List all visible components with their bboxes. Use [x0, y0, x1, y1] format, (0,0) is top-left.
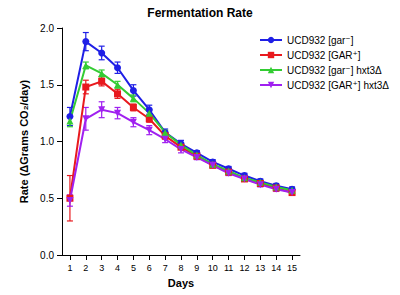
svg-text:Days: Days [168, 277, 194, 289]
svg-text:4: 4 [115, 263, 120, 273]
svg-text:0.5: 0.5 [40, 193, 54, 204]
svg-text:13: 13 [255, 263, 265, 273]
svg-text:12: 12 [239, 263, 249, 273]
svg-text:1.0: 1.0 [40, 136, 54, 147]
svg-text:15: 15 [287, 263, 297, 273]
svg-text:11: 11 [224, 263, 233, 273]
svg-text:2: 2 [83, 263, 88, 273]
svg-text:2.0: 2.0 [40, 23, 54, 34]
svg-text:Rate (ΔGrams CO₂/day): Rate (ΔGrams CO₂/day) [18, 79, 30, 203]
svg-text:7: 7 [163, 263, 168, 273]
svg-text:0.0: 0.0 [40, 250, 54, 261]
svg-text:Fermentation Rate: Fermentation Rate [147, 6, 253, 20]
svg-text:UCD932 [gar⁻]: UCD932 [gar⁻] [287, 35, 354, 46]
svg-text:1: 1 [67, 263, 72, 273]
svg-text:3: 3 [99, 263, 104, 273]
svg-text:UCD932 [GAR⁺] hxt3Δ: UCD932 [GAR⁺] hxt3Δ [287, 80, 389, 91]
svg-text:9: 9 [194, 263, 199, 273]
svg-text:8: 8 [178, 263, 183, 273]
svg-text:14: 14 [271, 263, 281, 273]
svg-text:1.5: 1.5 [40, 79, 54, 90]
svg-text:5: 5 [131, 263, 136, 273]
svg-text:6: 6 [147, 263, 152, 273]
svg-text:10: 10 [208, 263, 218, 273]
svg-text:UCD932 [gar⁻] hxt3Δ: UCD932 [gar⁻] hxt3Δ [287, 65, 382, 76]
svg-text:UCD932 [GAR⁺]: UCD932 [GAR⁺] [287, 50, 361, 61]
